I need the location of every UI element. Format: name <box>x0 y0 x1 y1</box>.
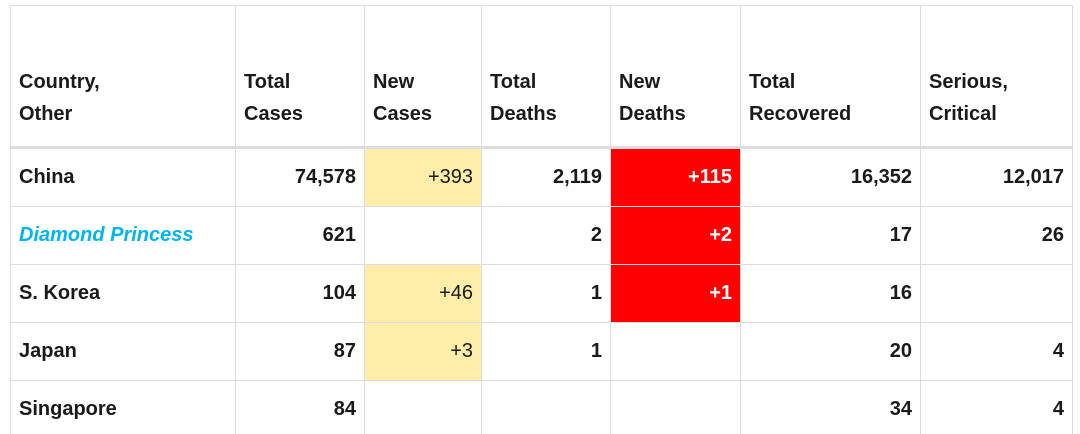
cell-total-deaths: 2 <box>481 206 611 265</box>
cell-new-deaths <box>610 380 741 434</box>
cell-country: Japan <box>10 322 236 381</box>
cell-total-recovered: 17 <box>740 206 921 265</box>
cell-total-recovered: 34 <box>740 380 921 434</box>
header-line: Total <box>244 71 291 93</box>
header-total-recovered[interactable]: Total Recovered <box>740 5 921 149</box>
cell-new-cases <box>364 206 482 265</box>
cell-country: Diamond Princess <box>10 206 236 265</box>
coronavirus-cases-table: Country, Other Total Cases New Cases Tot… <box>10 5 1073 434</box>
cell-serious-critical: 12,017 <box>920 147 1073 207</box>
cell-total-cases: 621 <box>235 206 365 265</box>
header-line: Recovered <box>749 103 852 125</box>
table-row-singapore: Singapore 84 34 4 <box>10 380 1073 434</box>
header-line: Deaths <box>490 103 557 125</box>
cell-country: China <box>10 147 236 207</box>
header-line: New <box>373 71 415 93</box>
cell-new-cases <box>364 380 482 434</box>
cell-new-deaths: +115 <box>610 147 741 207</box>
header-total-cases[interactable]: Total Cases <box>235 5 365 149</box>
cell-total-cases: 87 <box>235 322 365 381</box>
cell-serious-critical: 26 <box>920 206 1073 265</box>
cell-total-recovered: 20 <box>740 322 921 381</box>
cell-total-deaths: 1 <box>481 322 611 381</box>
header-new-cases[interactable]: New Cases <box>364 5 482 149</box>
header-new-deaths[interactable]: New Deaths <box>610 5 741 149</box>
cell-total-cases: 74,578 <box>235 147 365 207</box>
header-line: Total <box>749 71 796 93</box>
header-line: Serious, <box>929 71 1008 93</box>
header-line: Cases <box>373 103 432 125</box>
cell-total-deaths: 1 <box>481 264 611 323</box>
header-line: New <box>619 71 661 93</box>
cell-new-deaths <box>610 322 741 381</box>
diamond-princess-link[interactable]: Diamond Princess <box>19 224 194 246</box>
cell-country: Singapore <box>10 380 236 434</box>
header-total-deaths[interactable]: Total Deaths <box>481 5 611 149</box>
cell-serious-critical <box>920 264 1073 323</box>
header-line: Deaths <box>619 103 686 125</box>
cell-total-deaths: 2,119 <box>481 147 611 207</box>
header-line: Critical <box>929 103 997 125</box>
header-country-other[interactable]: Country, Other <box>10 5 236 149</box>
table-header-row: Country, Other Total Cases New Cases Tot… <box>10 5 1073 149</box>
cell-new-deaths: +2 <box>610 206 741 265</box>
cell-total-recovered: 16 <box>740 264 921 323</box>
cell-total-cases: 84 <box>235 380 365 434</box>
table-row-s-korea: S. Korea 104 +46 1 +1 16 <box>10 264 1073 323</box>
header-line: Cases <box>244 103 303 125</box>
header-line: Total <box>490 71 537 93</box>
cell-total-cases: 104 <box>235 264 365 323</box>
cell-country: S. Korea <box>10 264 236 323</box>
cell-serious-critical: 4 <box>920 322 1073 381</box>
header-line: Country, <box>19 71 100 93</box>
table-row-china: China 74,578 +393 2,119 +115 16,352 12,0… <box>10 147 1073 207</box>
header-line: Other <box>19 103 73 125</box>
header-serious-critical[interactable]: Serious, Critical <box>920 5 1073 149</box>
cell-new-cases: +46 <box>364 264 482 323</box>
cell-new-deaths: +1 <box>610 264 741 323</box>
cell-serious-critical: 4 <box>920 380 1073 434</box>
table-row-diamond-princess: Diamond Princess 621 2 +2 17 26 <box>10 206 1073 265</box>
cell-total-deaths <box>481 380 611 434</box>
cell-new-cases: +393 <box>364 147 482 207</box>
table-row-japan: Japan 87 +3 1 20 4 <box>10 322 1073 381</box>
cell-total-recovered: 16,352 <box>740 147 921 207</box>
cell-new-cases: +3 <box>364 322 482 381</box>
